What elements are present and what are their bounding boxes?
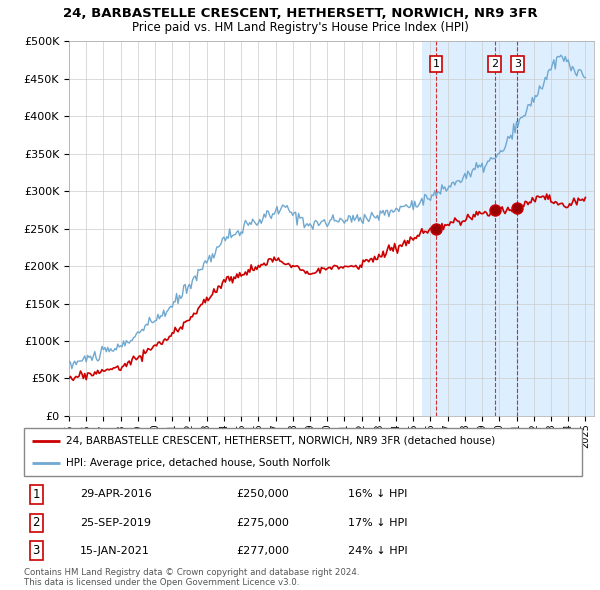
Text: 2: 2: [32, 516, 40, 529]
Text: 17% ↓ HPI: 17% ↓ HPI: [347, 518, 407, 528]
Text: 1: 1: [32, 488, 40, 501]
Text: 3: 3: [514, 59, 521, 69]
Text: 25-SEP-2019: 25-SEP-2019: [80, 518, 151, 528]
Text: 29-APR-2016: 29-APR-2016: [80, 489, 152, 499]
Bar: [422, 41, 600, 416]
Text: 24, BARBASTELLE CRESCENT, HETHERSETT, NORWICH, NR9 3FR: 24, BARBASTELLE CRESCENT, HETHERSETT, NO…: [62, 7, 538, 20]
Text: Contains HM Land Registry data © Crown copyright and database right 2024.: Contains HM Land Registry data © Crown c…: [24, 568, 359, 576]
Text: 24, BARBASTELLE CRESCENT, HETHERSETT, NORWICH, NR9 3FR (detached house): 24, BARBASTELLE CRESCENT, HETHERSETT, NO…: [66, 436, 495, 446]
Text: HPI: Average price, detached house, South Norfolk: HPI: Average price, detached house, Sout…: [66, 458, 330, 468]
Text: £275,000: £275,000: [236, 518, 289, 528]
Text: 1: 1: [433, 59, 440, 69]
Text: 3: 3: [32, 545, 40, 558]
Text: £277,000: £277,000: [236, 546, 289, 556]
Text: £250,000: £250,000: [236, 489, 289, 499]
Text: 24% ↓ HPI: 24% ↓ HPI: [347, 546, 407, 556]
Text: Price paid vs. HM Land Registry's House Price Index (HPI): Price paid vs. HM Land Registry's House …: [131, 21, 469, 34]
Text: 16% ↓ HPI: 16% ↓ HPI: [347, 489, 407, 499]
Text: 2: 2: [491, 59, 498, 69]
Text: This data is licensed under the Open Government Licence v3.0.: This data is licensed under the Open Gov…: [24, 578, 299, 587]
Text: 15-JAN-2021: 15-JAN-2021: [80, 546, 149, 556]
